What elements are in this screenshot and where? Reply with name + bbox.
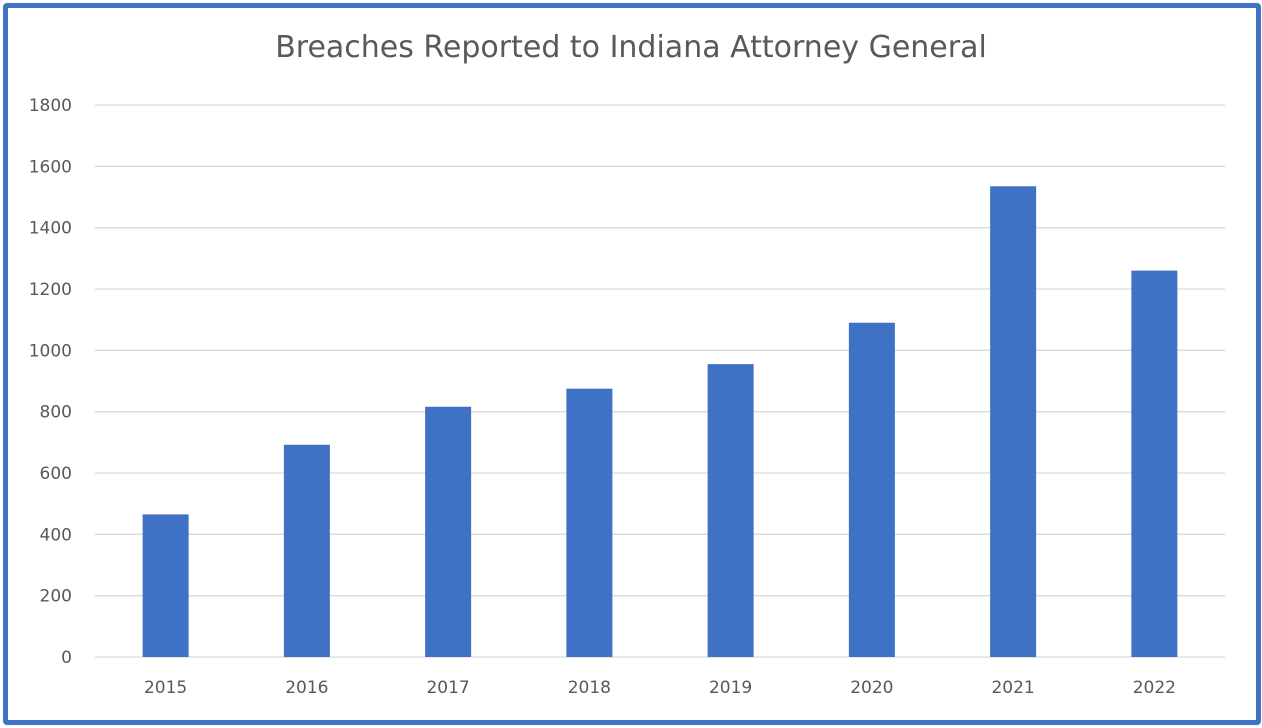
bar-2021 [990,186,1037,657]
y-tick-label: 1000 [29,341,72,361]
bar-2017 [425,406,472,657]
bar-2022 [1131,270,1178,657]
bar-2020 [848,322,895,657]
x-tick-label: 2018 [568,678,611,698]
bar-2016 [283,444,330,657]
bar-2018 [566,388,613,657]
x-tick-label: 2015 [144,678,187,698]
x-tick-label: 2022 [1133,678,1176,698]
chart-frame [3,3,1261,725]
y-tick-label: 1200 [29,280,72,300]
y-tick-label: 1400 [29,219,72,239]
gridlines [95,104,1225,658]
y-tick-label: 1600 [29,157,72,177]
y-tick-label: 1800 [29,96,72,116]
bar-2015 [142,514,189,657]
y-tick-label: 800 [40,403,72,423]
y-tick-label: 600 [40,464,72,484]
x-axis-ticks: 2015 2016 2017 2018 2019 2020 2021 2022 [144,678,1176,698]
y-tick-label: 0 [61,648,72,668]
y-axis-ticks: 0 200 400 600 800 1000 1200 1400 1600 1800 [29,96,72,668]
bar-2019 [707,364,754,657]
x-tick-label: 2016 [285,678,328,698]
x-tick-label: 2021 [991,678,1034,698]
x-tick-label: 2019 [709,678,752,698]
bars [142,186,1178,657]
y-tick-label: 400 [40,525,72,545]
y-tick-label: 200 [40,587,72,607]
chart-title: Breaches Reported to Indiana Attorney Ge… [275,30,987,65]
x-tick-label: 2020 [850,678,893,698]
x-tick-label: 2017 [426,678,469,698]
